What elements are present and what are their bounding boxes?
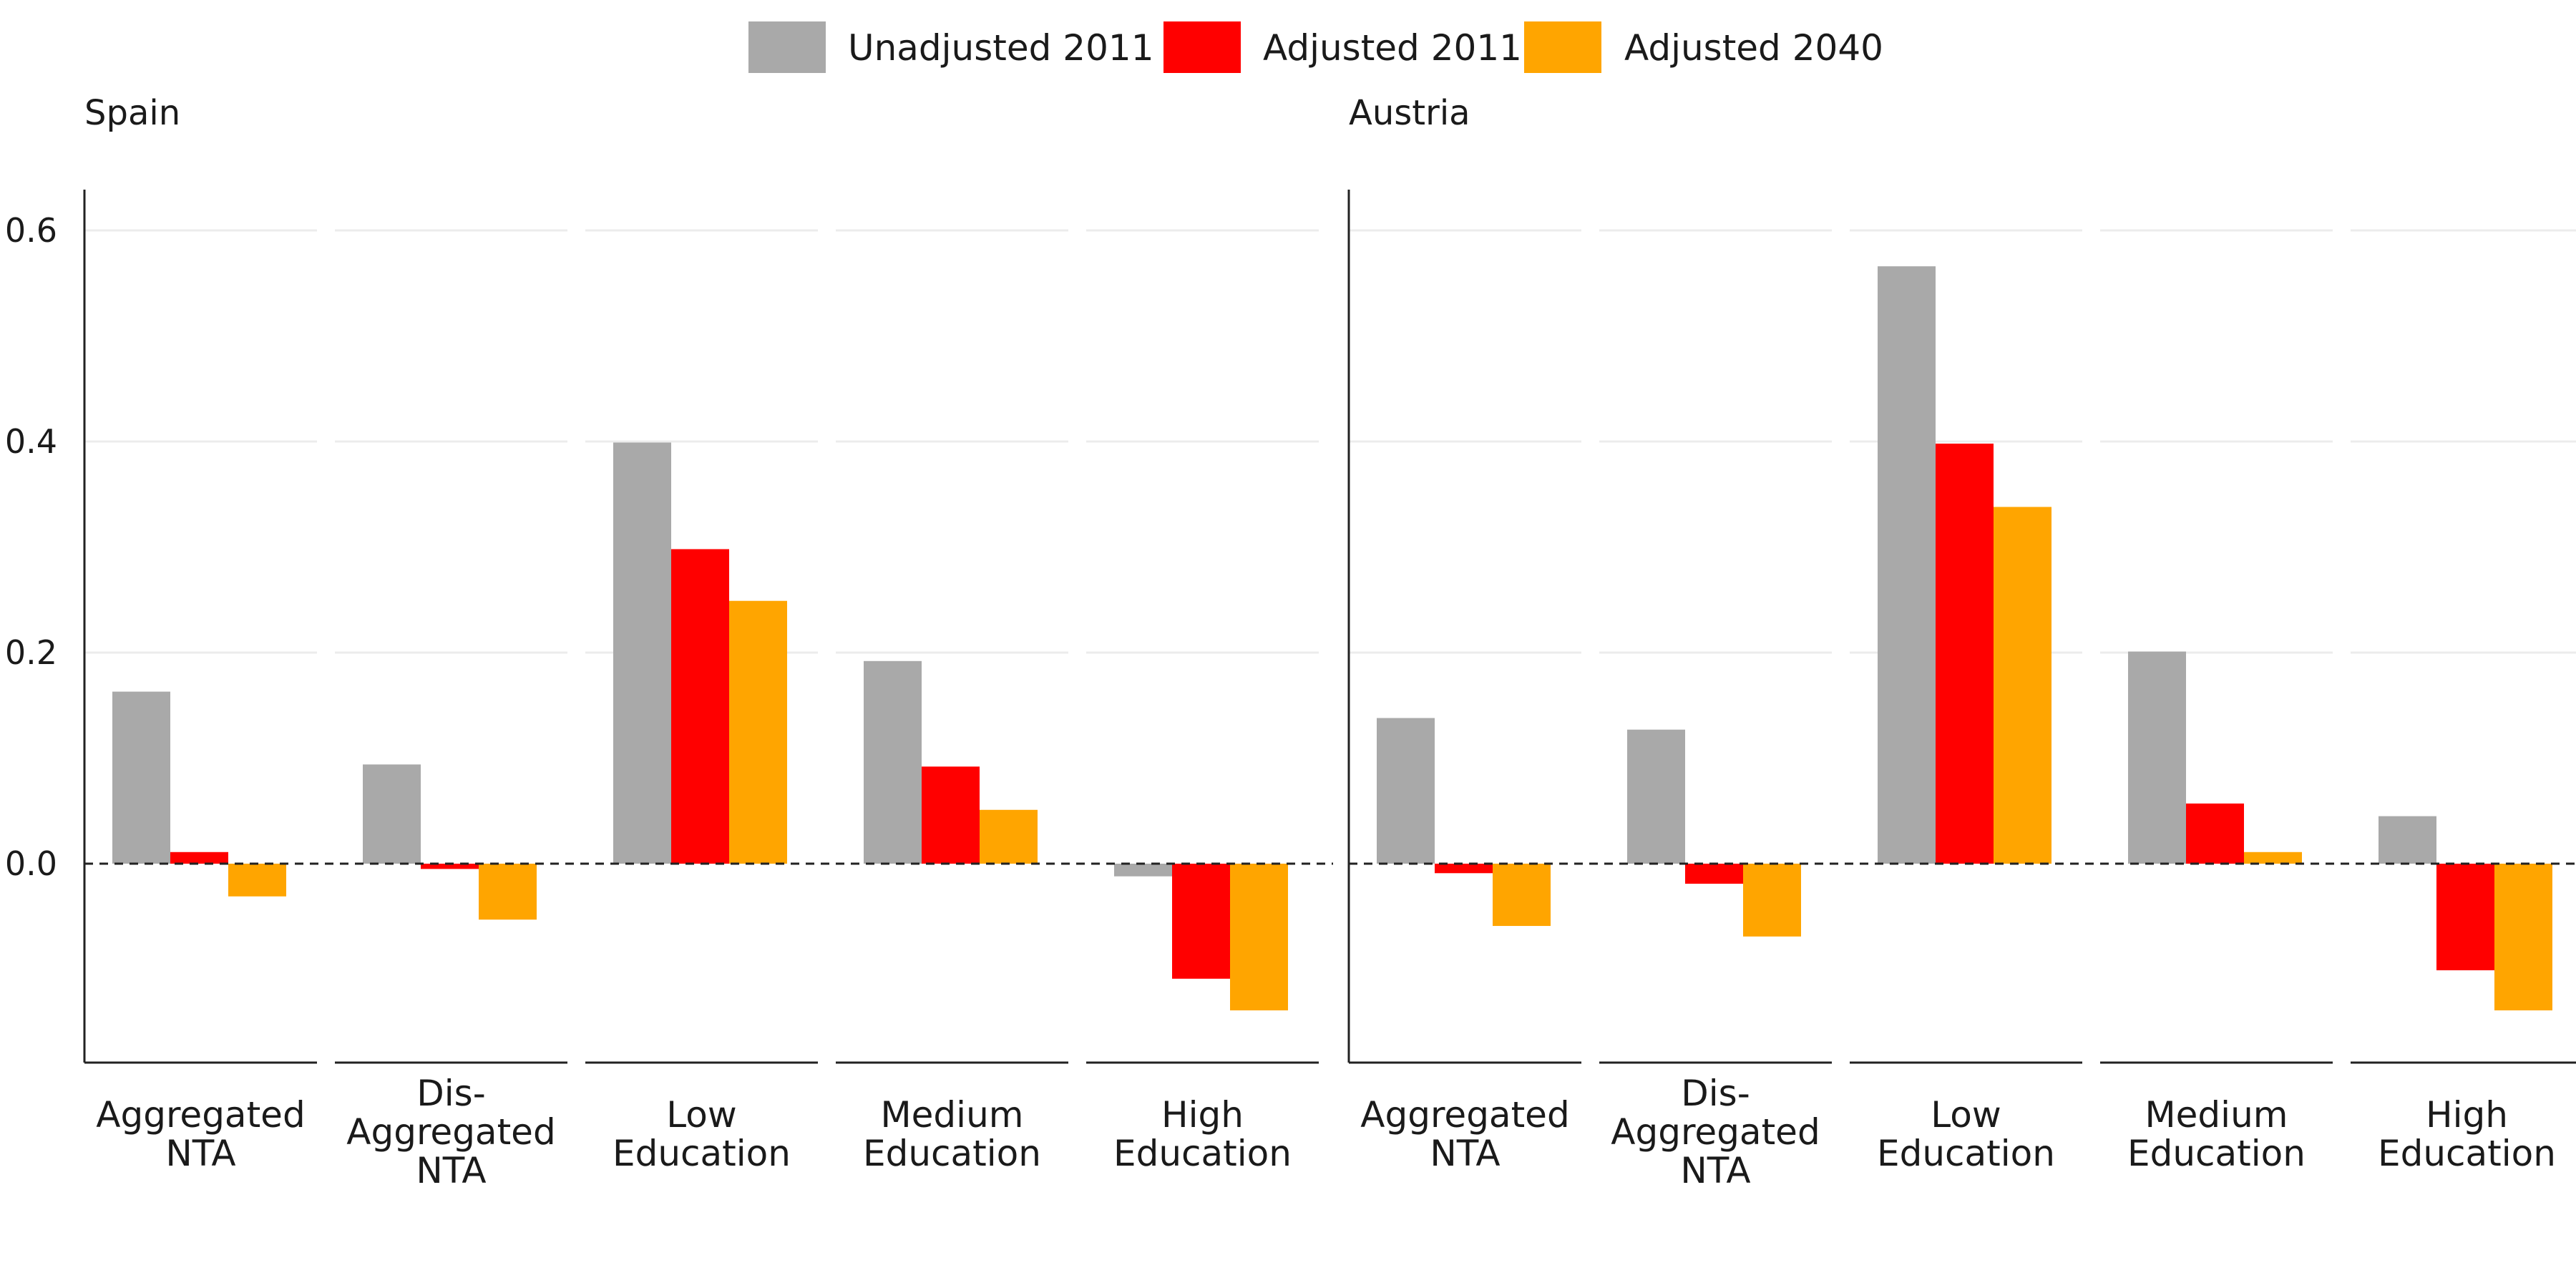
category-label-line: Aggregated [1611, 1111, 1820, 1153]
category-label-line: Dis- [1681, 1073, 1750, 1114]
bar-austria-unadjusted-2011-4 [2379, 816, 2436, 864]
bar-austria-unadjusted-2011-2 [1878, 266, 1936, 864]
category-label: Low Education [1877, 1094, 2055, 1174]
category-label-line: Education [2378, 1133, 2556, 1174]
bar-spain-adjusted-2040-3 [980, 809, 1038, 864]
category-label-line: Low [1931, 1094, 2001, 1136]
bar-spain-adjusted-2040-2 [729, 600, 787, 864]
category-label: Dis-Aggregated NTA [346, 1073, 555, 1191]
bar-austria-unadjusted-2011-0 [1377, 718, 1435, 864]
category-label-line: Aggregated [96, 1094, 305, 1136]
category-label-line: Education [1113, 1133, 1292, 1174]
legend-swatch-unadjusted-2011 [748, 21, 826, 73]
legend-swatch-adjusted-2040 [1524, 21, 1601, 73]
bar-austria-adjusted-2040-3 [2244, 852, 2302, 864]
bar-austria-adjusted-2011-0 [1435, 864, 1493, 874]
bar-spain-unadjusted-2011-0 [112, 691, 170, 864]
category-label-line: NTA [416, 1150, 486, 1191]
category-label-line: High [2426, 1094, 2508, 1136]
category-label-line: Dis- [416, 1073, 485, 1114]
legend-label-adjusted-2011: Adjusted 2011 [1263, 27, 1522, 69]
category-label-line: Medium [881, 1094, 1024, 1136]
legend-swatch-adjusted-2011 [1163, 21, 1241, 73]
bar-austria-unadjusted-2011-3 [2128, 651, 2186, 864]
category-label: Medium Education [2127, 1094, 2306, 1174]
bar-spain-adjusted-2011-2 [671, 549, 729, 864]
y-tick-label: 0.0 [5, 844, 57, 883]
bar-spain-unadjusted-2011-1 [363, 764, 421, 864]
legend: Unadjusted 2011 Adjusted 2011 Adjusted 204… [748, 21, 1883, 73]
bar-spain-adjusted-2040-0 [228, 864, 286, 897]
category-label: Aggregated NTA [96, 1094, 305, 1174]
y-tick-label: 0.4 [5, 422, 57, 461]
panel-title-spain: Spain [84, 93, 180, 133]
category-label-line: Medium [2145, 1094, 2288, 1136]
category-label-line: Aggregated [1360, 1094, 1569, 1136]
category-label: Low Education [613, 1094, 791, 1174]
bar-austria-adjusted-2011-1 [1685, 864, 1743, 884]
bar-austria-adjusted-2040-1 [1743, 864, 1801, 937]
category-label-line: High [1161, 1094, 1244, 1136]
category-label: Aggregated NTA [1360, 1094, 1569, 1174]
bar-spain-adjusted-2011-0 [170, 852, 228, 864]
category-label-line: Education [863, 1133, 1041, 1174]
category-label-line: NTA [1430, 1133, 1500, 1174]
bar-austria-adjusted-2011-4 [2436, 864, 2494, 970]
bar-spain-adjusted-2011-3 [922, 766, 980, 864]
bar-austria-unadjusted-2011-1 [1627, 729, 1685, 864]
category-label-line: Education [1877, 1133, 2055, 1174]
y-tick-label: 0.2 [5, 633, 57, 672]
category-label-line: Low [666, 1094, 736, 1136]
bar-austria-adjusted-2040-0 [1493, 864, 1551, 927]
bar-spain-adjusted-2040-4 [1230, 864, 1288, 1011]
category-label-line: NTA [165, 1133, 235, 1174]
category-label-line: NTA [1680, 1150, 1750, 1191]
category-label: High Education [2378, 1094, 2556, 1174]
bar-austria-adjusted-2040-2 [1994, 507, 2051, 864]
y-tick-label: 0.6 [5, 211, 57, 250]
category-label: Medium Education [863, 1094, 1041, 1174]
legend-label-adjusted-2040: Adjusted 2040 [1624, 27, 1883, 69]
category-label-line: Aggregated [346, 1111, 555, 1153]
bar-spain-adjusted-2011-1 [421, 864, 479, 869]
bar-spain-unadjusted-2011-3 [864, 660, 922, 864]
bar-austria-adjusted-2011-2 [1936, 443, 1994, 864]
category-label-line: Education [613, 1133, 791, 1174]
bar-spain-adjusted-2011-4 [1172, 864, 1230, 979]
bar-spain-unadjusted-2011-2 [613, 442, 671, 864]
category-label: High Education [1113, 1094, 1292, 1174]
legend-label-unadjusted-2011: Unadjusted 2011 [848, 27, 1154, 69]
panel-title-austria: Austria [1349, 93, 1470, 133]
category-label-line: Education [2127, 1133, 2306, 1174]
bar-austria-adjusted-2011-3 [2186, 803, 2244, 864]
category-label: Dis-Aggregated NTA [1611, 1073, 1820, 1191]
bar-spain-adjusted-2040-1 [479, 864, 537, 920]
bar-spain-unadjusted-2011-4 [1114, 864, 1172, 877]
bar-austria-adjusted-2040-4 [2494, 864, 2552, 1011]
